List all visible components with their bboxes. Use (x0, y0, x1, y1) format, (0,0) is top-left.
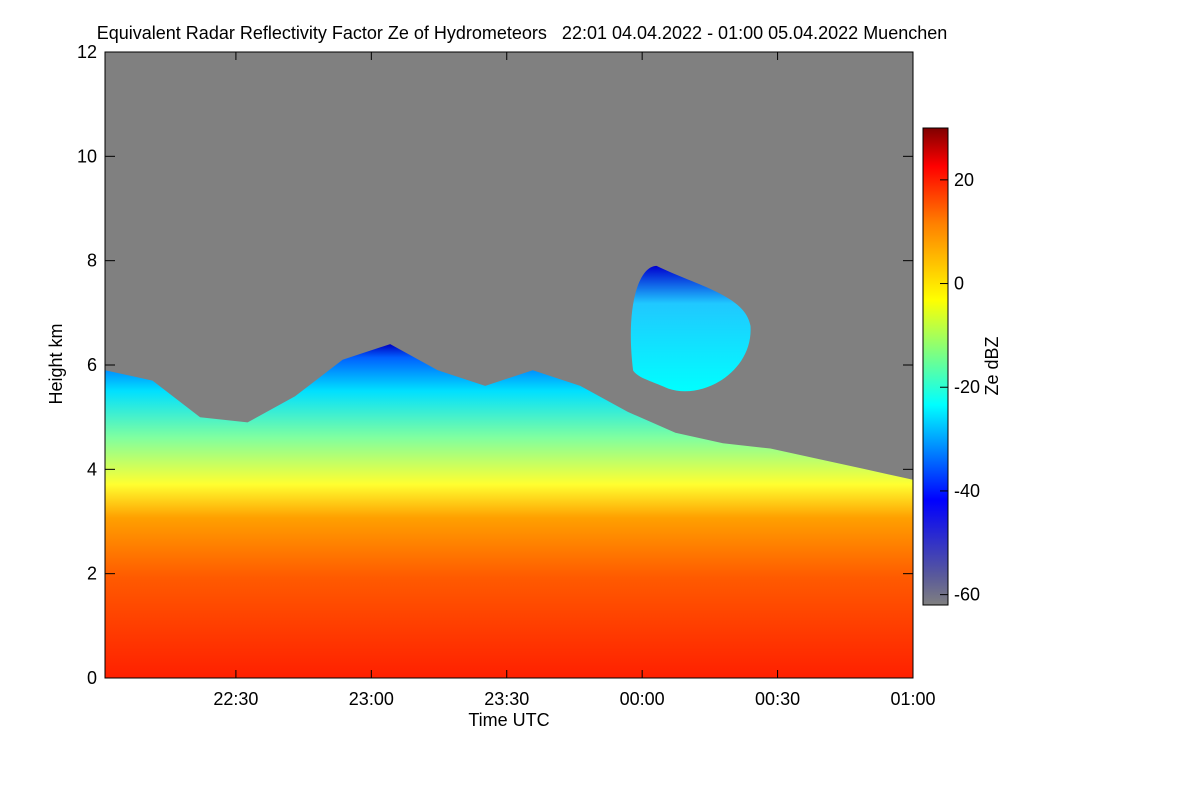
colorbar-tick-label: -20 (954, 377, 980, 397)
x-tick-label: 23:30 (484, 689, 529, 709)
colorbar-axis: -60 -40 -20 0 20 (940, 170, 980, 605)
colorbar-tick-label: 0 (954, 274, 964, 294)
y-tick-label: 2 (87, 564, 97, 584)
x-axis: 22:30 23:00 23:30 00:00 00:30 01:00 (213, 52, 936, 709)
upper-cloud (630, 265, 751, 392)
x-tick-label: 23:00 (349, 689, 394, 709)
echo-area (105, 344, 913, 678)
y-axis-label: Height km (46, 323, 66, 404)
x-tick-label: 00:30 (755, 689, 800, 709)
colorbar-tick-label: 20 (954, 170, 974, 190)
y-axis: 0 2 4 6 8 10 12 (77, 42, 913, 688)
colorbar-tick-label: -60 (954, 585, 980, 605)
chart-title: Equivalent Radar Reflectivity Factor Ze … (97, 23, 948, 43)
y-tick-label: 10 (77, 146, 97, 166)
x-tick-label: 00:00 (620, 689, 665, 709)
colorbar-label: Ze dBZ (982, 336, 1002, 395)
y-tick-label: 6 (87, 355, 97, 375)
colorbar-tick-label: -40 (954, 481, 980, 501)
y-tick-label: 8 (87, 251, 97, 271)
colorbar (922, 127, 949, 606)
y-tick-label: 12 (77, 42, 97, 62)
x-tick-label: 22:30 (213, 689, 258, 709)
x-tick-label: 01:00 (890, 689, 935, 709)
y-tick-label: 0 (87, 668, 97, 688)
x-axis-label: Time UTC (468, 710, 549, 730)
y-tick-label: 4 (87, 459, 97, 479)
